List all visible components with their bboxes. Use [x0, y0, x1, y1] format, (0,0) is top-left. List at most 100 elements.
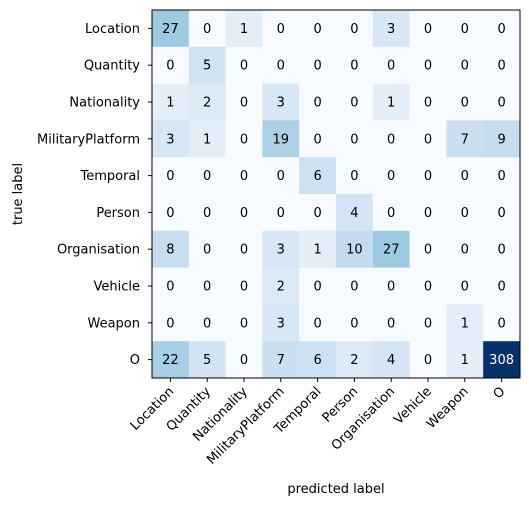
cell-value-label: 0 [497, 316, 505, 331]
cell-value-label: 0 [461, 243, 469, 258]
cell-value-label: 0 [313, 59, 321, 74]
y-tick-label: Weapon [87, 316, 140, 331]
y-axis-ticks: Location Quantity Nationality MilitaryPlatf… [37, 22, 152, 368]
cell-value-label: 0 [203, 206, 211, 221]
cell-value-label: 6 [313, 353, 321, 368]
y-tick-label: Temporal [79, 169, 140, 184]
heatmap-cell [483, 304, 521, 342]
heatmap-cell [152, 157, 190, 195]
heatmap-cell [225, 341, 263, 379]
heatmap-cell [336, 230, 374, 269]
cell-value-label: 5 [203, 59, 211, 74]
heatmap-cell [446, 230, 484, 269]
cell-value-label: 0 [240, 96, 248, 111]
cell-value-label: 0 [461, 169, 469, 184]
y-tick-label: Vehicle [94, 280, 141, 295]
heatmap-cell [188, 157, 227, 195]
cell-value-label: 27 [162, 22, 179, 37]
cell-value-label: 0 [240, 169, 248, 184]
heatmap-cell [188, 267, 227, 305]
cell-value-label: 1 [313, 243, 321, 258]
heatmap-cell [446, 10, 484, 48]
cell-value-label: 0 [461, 206, 469, 221]
y-tick-label: Organisation [57, 243, 140, 258]
x-tick-label: O [491, 384, 509, 402]
cell-value-label: 0 [277, 22, 285, 37]
cell-value-label: 0 [166, 59, 174, 74]
cell-value-label: 0 [497, 59, 505, 74]
heatmap-cell [409, 230, 447, 269]
cell-value-label: 5 [203, 353, 211, 368]
heatmap-cell [188, 83, 227, 121]
heatmap-cell [262, 304, 300, 342]
heatmap-cell [262, 157, 300, 195]
cell-value-label: 0 [424, 169, 432, 184]
heatmap-cell [446, 267, 484, 305]
heatmap-cell [225, 10, 263, 48]
cell-value-label: 0 [350, 280, 358, 295]
cell-value-label: 0 [350, 22, 358, 37]
heatmap-cell [152, 304, 190, 342]
cell-value-label: 0 [387, 132, 395, 147]
cell-value-label: 0 [166, 206, 174, 221]
heatmap-cell [299, 304, 337, 342]
cell-value-label: 0 [387, 316, 395, 331]
heatmap-cell [262, 194, 300, 232]
heatmap-cell [152, 120, 190, 158]
cell-value-label: 0 [203, 280, 211, 295]
heatmap-cell [483, 10, 521, 48]
cell-value-label: 0 [240, 132, 248, 147]
heatmap-cell [483, 46, 521, 85]
heatmap-cell [152, 10, 190, 48]
heatmap-cell [225, 157, 263, 195]
heatmap-cell [262, 10, 300, 48]
heatmap-cell [336, 304, 374, 342]
cell-value-label: 0 [203, 169, 211, 184]
cell-value-label: 0 [240, 353, 248, 368]
cell-value-label: 0 [461, 280, 469, 295]
cell-value-label: 0 [313, 316, 321, 331]
heatmap-cell [372, 120, 411, 158]
cell-value-label: 0 [424, 59, 432, 74]
cell-value-label: 1 [461, 353, 469, 368]
heatmap-cell [152, 83, 190, 121]
x-axis-label: predicted label [287, 482, 384, 497]
cell-value-label: 0 [497, 169, 505, 184]
cell-value-label: 9 [497, 132, 505, 147]
heatmap-cell [262, 120, 300, 158]
heatmap-cell [372, 230, 411, 269]
cell-value-label: 3 [277, 96, 285, 111]
heatmap-cell [188, 304, 227, 342]
cell-value-label: 0 [240, 59, 248, 74]
heatmap-cell [299, 267, 337, 305]
y-tick-label: O [130, 353, 140, 368]
heatmap-cell [299, 194, 337, 232]
heatmap-cell [188, 230, 227, 269]
cell-value-label: 0 [313, 132, 321, 147]
cell-value-label: 7 [277, 353, 285, 368]
heatmap-cells [152, 10, 521, 379]
heatmap-cell [225, 120, 263, 158]
heatmap-cell [409, 341, 447, 379]
cell-value-label: 0 [461, 96, 469, 111]
heatmap-cell [299, 83, 337, 121]
y-tick-label: MilitaryPlatform [37, 132, 140, 147]
y-tick-label: Location [85, 22, 140, 37]
cell-value-label: 0 [350, 59, 358, 74]
cell-value-label: 0 [424, 316, 432, 331]
heatmap-cell [336, 341, 374, 379]
heatmap-cell [262, 46, 300, 85]
heatmap-cell [483, 267, 521, 305]
y-tick-label: Nationality [69, 96, 140, 111]
cell-value-label: 3 [166, 132, 174, 147]
cell-value-label: 308 [489, 353, 514, 368]
cell-value-label: 0 [497, 280, 505, 295]
cell-value-label: 0 [387, 206, 395, 221]
cell-value-label: 3 [277, 316, 285, 331]
heatmap-cell [372, 341, 411, 379]
cell-value-label: 0 [424, 132, 432, 147]
plot-frame [151, 9, 521, 379]
cell-value-label: 2 [350, 353, 358, 368]
heatmap-cell [336, 267, 374, 305]
heatmap-cell [152, 46, 190, 85]
